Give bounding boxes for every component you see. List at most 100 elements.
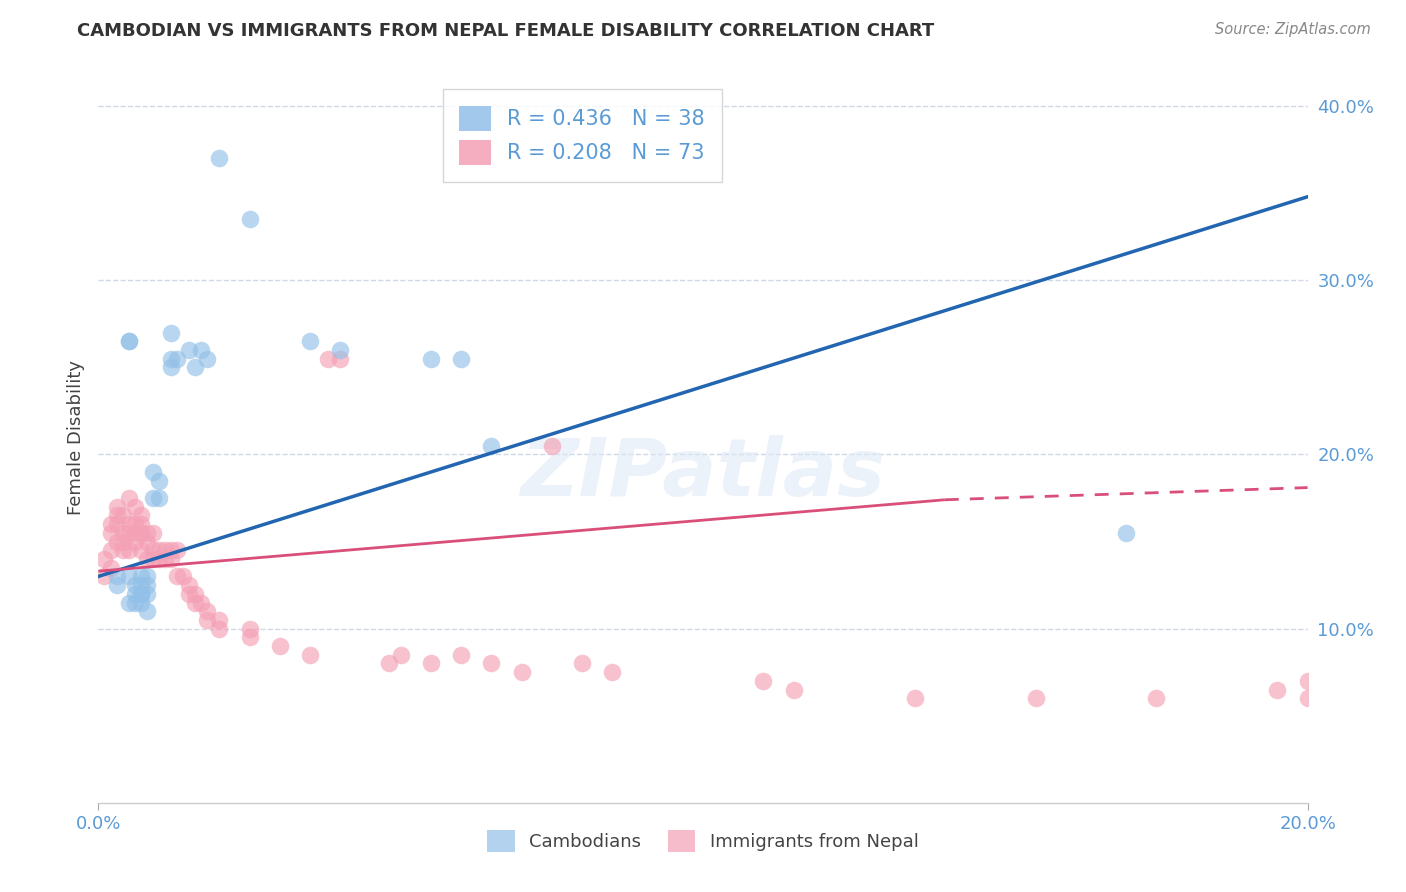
Point — [111, 543, 134, 558]
Point — [135, 552, 157, 566]
Point — [142, 465, 165, 479]
Point — [129, 587, 152, 601]
Point — [160, 543, 183, 558]
Point — [153, 543, 176, 558]
Point — [166, 569, 188, 583]
Point — [111, 525, 134, 540]
Point — [208, 622, 231, 636]
Point — [239, 622, 262, 636]
Point — [118, 334, 141, 349]
Point — [1115, 525, 1137, 540]
Point — [142, 491, 165, 505]
Point — [166, 543, 188, 558]
Point — [190, 595, 212, 609]
Point — [190, 343, 212, 357]
Point — [1144, 691, 1167, 706]
Point — [783, 682, 806, 697]
Y-axis label: Female Disability: Female Disability — [66, 359, 84, 515]
Point — [208, 152, 231, 166]
Point — [93, 569, 115, 583]
Point — [299, 648, 322, 662]
Point — [100, 525, 122, 540]
Point — [135, 525, 157, 540]
Point — [450, 648, 472, 662]
Point — [450, 351, 472, 366]
Point — [124, 595, 146, 609]
Point — [148, 543, 170, 558]
Point — [129, 525, 152, 540]
Point — [239, 631, 262, 645]
Point — [1267, 682, 1289, 697]
Point — [299, 334, 322, 349]
Point — [160, 552, 183, 566]
Point — [179, 587, 201, 601]
Point — [269, 639, 291, 653]
Point — [118, 595, 141, 609]
Point — [195, 613, 218, 627]
Point — [179, 343, 201, 357]
Point — [129, 569, 152, 583]
Point — [510, 665, 533, 680]
Point — [195, 351, 218, 366]
Point — [118, 491, 141, 505]
Point — [135, 534, 157, 549]
Point — [420, 657, 443, 671]
Point — [100, 560, 122, 574]
Point — [124, 525, 146, 540]
Point — [239, 212, 262, 227]
Point — [1296, 673, 1319, 688]
Point — [118, 569, 141, 583]
Text: CAMBODIAN VS IMMIGRANTS FROM NEPAL FEMALE DISABILITY CORRELATION CHART: CAMBODIAN VS IMMIGRANTS FROM NEPAL FEMAL… — [77, 22, 935, 40]
Point — [129, 543, 152, 558]
Point — [153, 552, 176, 566]
Point — [105, 578, 128, 592]
Point — [105, 500, 128, 514]
Point — [93, 552, 115, 566]
Point — [160, 360, 183, 375]
Point — [124, 500, 146, 514]
Point — [148, 491, 170, 505]
Legend: Cambodians, Immigrants from Nepal: Cambodians, Immigrants from Nepal — [481, 823, 925, 860]
Point — [184, 595, 207, 609]
Point — [142, 543, 165, 558]
Point — [602, 665, 624, 680]
Point — [124, 587, 146, 601]
Point — [1296, 691, 1319, 706]
Point — [118, 517, 141, 532]
Point — [329, 343, 352, 357]
Point — [195, 604, 218, 618]
Point — [105, 569, 128, 583]
Point — [208, 613, 231, 627]
Point — [184, 587, 207, 601]
Point — [179, 578, 201, 592]
Point — [142, 552, 165, 566]
Point — [105, 534, 128, 549]
Point — [135, 587, 157, 601]
Point — [135, 578, 157, 592]
Point — [329, 351, 352, 366]
Point — [540, 439, 562, 453]
Point — [129, 587, 152, 601]
Point — [420, 351, 443, 366]
Point — [135, 604, 157, 618]
Point — [752, 673, 775, 688]
Point — [135, 569, 157, 583]
Point — [118, 543, 141, 558]
Text: Source: ZipAtlas.com: Source: ZipAtlas.com — [1215, 22, 1371, 37]
Point — [316, 351, 339, 366]
Point — [105, 508, 128, 523]
Point — [160, 326, 183, 340]
Point — [148, 474, 170, 488]
Point — [129, 508, 152, 523]
Point — [124, 534, 146, 549]
Point — [111, 534, 134, 549]
Point — [377, 657, 399, 671]
Point — [118, 525, 141, 540]
Point — [166, 351, 188, 366]
Point — [571, 657, 593, 671]
Point — [148, 552, 170, 566]
Point — [481, 439, 503, 453]
Point — [160, 351, 183, 366]
Point — [389, 648, 412, 662]
Point — [129, 578, 152, 592]
